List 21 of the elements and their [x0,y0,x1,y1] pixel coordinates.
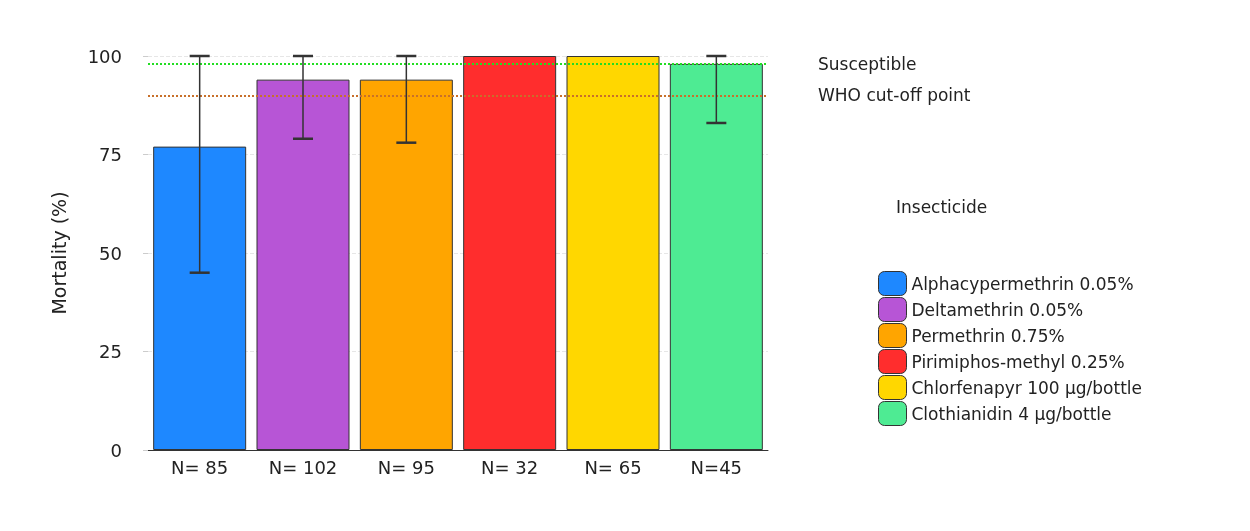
legend-label: Permethrin 0.75% [911,325,1065,346]
legend-label: Alphacypermethrin 0.05% [911,273,1134,294]
legend-label: Clothianidin 4 µg/bottle [911,403,1112,424]
ref-line-label: WHO cut-off point [818,85,971,106]
legend-label: Deltamethrin 0.05% [911,299,1084,320]
x-tick-label: N= 85 [171,456,229,478]
x-tick-label: N= 102 [268,456,338,478]
x-tick-label: N=45 [690,456,743,478]
y-axis-title: Mortality (%) [47,191,70,315]
x-tick-label: N= 32 [481,456,539,478]
y-tick-label: 75 [99,144,122,165]
y-tick-label: 50 [99,242,122,264]
legend-label: Chlorfenapyr 100 µg/bottle [911,377,1143,398]
legend-title: Insecticide [896,196,988,217]
x-tick-label: N= 95 [377,456,435,478]
ref-line-label: Susceptible [818,53,917,74]
x-tick-label: N= 65 [584,456,642,478]
legend-label: Pirimiphos-methyl 0.25% [911,351,1125,372]
y-tick-label: 100 [87,45,122,67]
y-tick-label: 0 [110,439,122,461]
y-tick-label: 25 [99,341,122,362]
